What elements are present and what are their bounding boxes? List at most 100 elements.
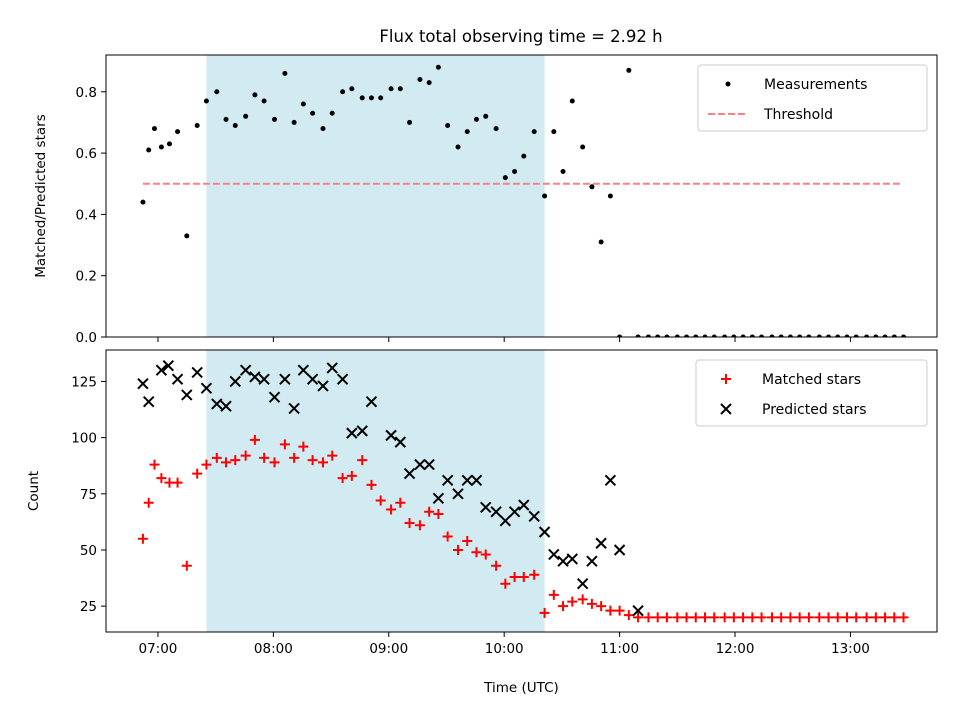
data-point [214, 89, 220, 95]
data-point [864, 334, 870, 337]
legend-measurements-swatch [725, 81, 731, 87]
predicted-point [336, 373, 349, 385]
legend-box [695, 359, 928, 427]
matched-point [249, 434, 260, 445]
data-point [674, 334, 680, 337]
matched-point [221, 457, 232, 468]
data-point [435, 64, 441, 70]
predicted-point [297, 364, 310, 376]
data-point [184, 233, 190, 239]
data-point [542, 193, 548, 199]
matched-point [643, 612, 654, 623]
data-point [232, 123, 238, 128]
y-axis-label: Count [26, 471, 42, 511]
data-point [844, 334, 850, 337]
data-point [158, 144, 164, 150]
predicted-point [480, 501, 492, 513]
data-point [759, 334, 765, 337]
data-point [340, 89, 346, 95]
predicted-point [306, 373, 319, 385]
predicted-point [403, 467, 416, 480]
predicted-point [200, 382, 213, 394]
matched-point [785, 612, 796, 623]
plot-area [140, 64, 907, 337]
matched-point [577, 594, 588, 605]
predicted-point [258, 373, 270, 385]
y-tick-label: 100 [71, 431, 97, 447]
data-point [445, 123, 451, 128]
matched-point [404, 518, 415, 529]
legend-matched-swatch [721, 374, 731, 384]
predicted-point [548, 548, 560, 561]
y-tick-label: 0.0 [76, 330, 97, 346]
matched-point [861, 612, 872, 623]
matched-point [766, 612, 777, 623]
series-predicted-stars [137, 360, 644, 617]
data-point [521, 153, 527, 159]
predicted-point [576, 577, 589, 590]
data-point [282, 70, 288, 76]
predicted-point [518, 499, 530, 511]
data-point [329, 110, 335, 116]
data-point [502, 175, 508, 181]
matched-point [681, 612, 692, 623]
top-panel-ratio: 0.0 0.2 0.4 0.6 0.8 Matched/Predicted stars Me… [33, 54, 938, 346]
predicted-point [508, 506, 521, 518]
data-point [797, 334, 803, 337]
data-point [853, 334, 859, 337]
matched-point [709, 612, 720, 623]
predicted-point [613, 544, 626, 556]
data-point [778, 334, 784, 337]
y-tick-label: 25 [80, 599, 97, 615]
predicted-point [288, 402, 300, 415]
data-point [464, 129, 470, 135]
matched-point [539, 607, 550, 618]
data-point [493, 126, 499, 132]
matched-point [346, 470, 357, 481]
matched-point [289, 452, 300, 463]
matched-point [652, 612, 663, 623]
matched-point [298, 441, 309, 452]
y-tick-label: 75 [80, 487, 97, 503]
predicted-point [604, 474, 617, 487]
matched-point [500, 578, 511, 589]
matched-point [776, 612, 787, 623]
predicted-point [595, 537, 607, 549]
data-point [349, 86, 355, 92]
data-point [806, 334, 812, 337]
matched-point [747, 612, 758, 623]
data-point [901, 334, 907, 337]
data-point [378, 95, 384, 101]
matched-point [442, 531, 453, 542]
predicted-point [538, 526, 551, 538]
predicted-point [137, 377, 149, 390]
matched-point [841, 612, 852, 623]
x-tick-label: 12:00 [716, 641, 755, 657]
predicted-point [528, 510, 540, 522]
matched-point [327, 450, 338, 461]
data-point [512, 168, 518, 174]
predicted-point [461, 474, 473, 487]
matched-point [491, 560, 502, 571]
predicted-point [249, 371, 261, 383]
matched-point [558, 601, 569, 612]
matched-point [832, 612, 843, 623]
predicted-point [142, 395, 155, 408]
predicted-point [557, 555, 569, 567]
matched-point [898, 612, 909, 623]
predicted-point [356, 425, 368, 437]
x-tick-label: 08:00 [254, 641, 293, 657]
matched-point [149, 459, 160, 470]
x-tick-label: 11:00 [600, 641, 639, 657]
matched-point [433, 509, 444, 520]
data-point [749, 334, 755, 337]
matched-point [586, 598, 597, 609]
predicted-point [452, 488, 464, 500]
matched-point [240, 450, 251, 461]
predicted-point [211, 398, 223, 410]
matched-point [424, 506, 435, 517]
predicted-point [490, 506, 502, 518]
matched-point [548, 589, 559, 600]
data-point [740, 334, 746, 337]
predicted-point [155, 364, 168, 376]
